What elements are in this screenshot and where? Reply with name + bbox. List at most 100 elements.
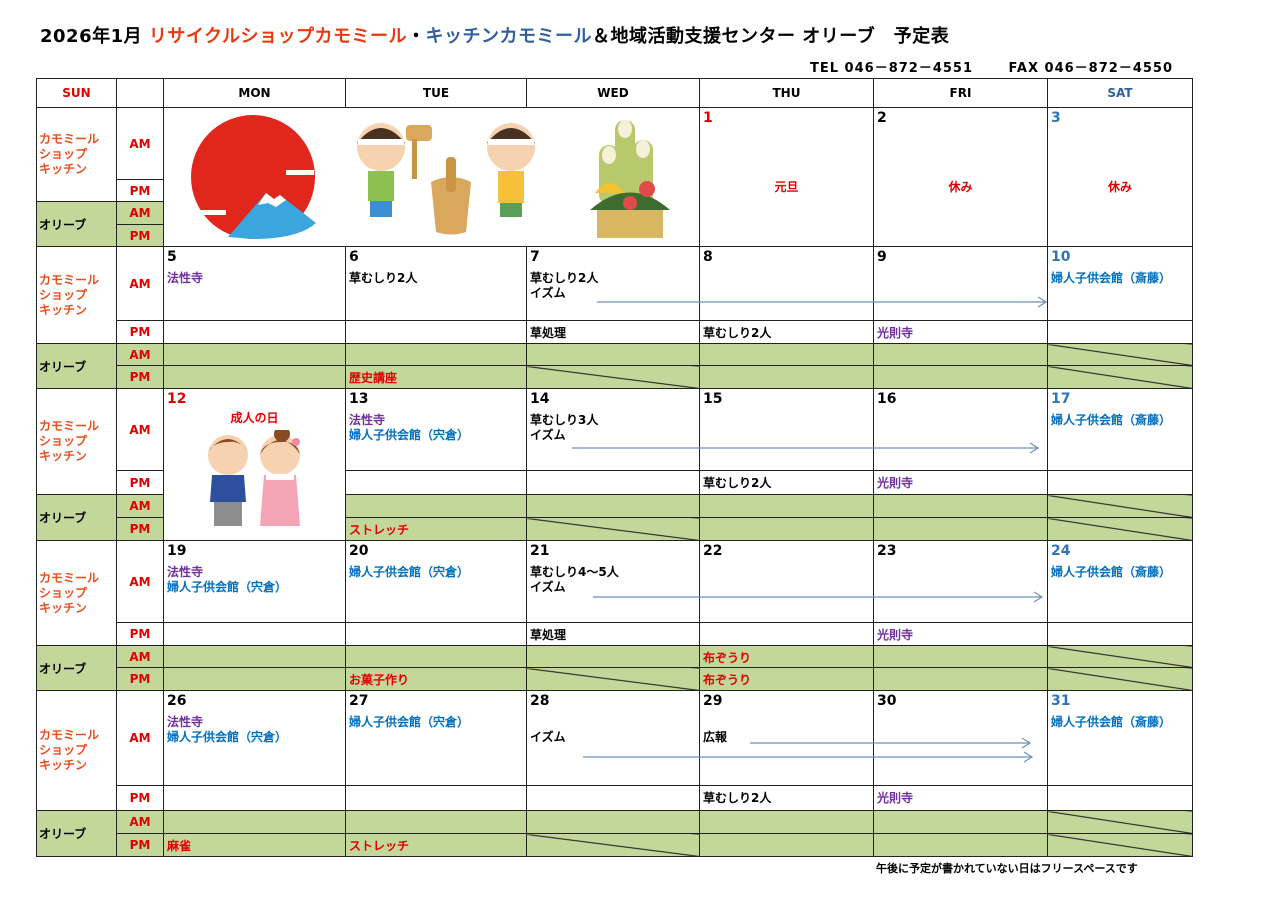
day-cell-22-pm: [699, 622, 874, 646]
event-text: イズム: [530, 286, 566, 300]
day-cell-15-am: 15: [699, 388, 874, 471]
row-label-line: カモミール: [39, 272, 100, 287]
event-text: 婦人子供会館（斎藤）: [1051, 715, 1172, 729]
week-2-row: オリーブ AM: [36, 343, 1193, 389]
day-cell-6-am: 6 草むしり2人: [345, 246, 527, 321]
day-cell-21-pm: 草処理: [526, 622, 700, 646]
day-cell-20-am: 20 婦人子供会館（宍倉）: [345, 540, 527, 623]
day-cell-20-pm: [345, 622, 527, 646]
olive-cell-21-pm: [526, 667, 700, 691]
title-suffix: ＆地域活動支援センター オリーブ 予定表: [592, 26, 950, 47]
week-3-row: カモミール ショップ キッチン AM 12 成人の日 13 法性寺 婦人子供会館（宍倉） 14 草む…: [36, 388, 1193, 541]
footnote: 午後に予定が書かれていない日はフリースペースです: [876, 862, 1138, 875]
olive-cell-6-pm: 歴史講座: [345, 365, 527, 389]
date-number: 12: [167, 391, 187, 407]
row-label-olive: オリーブ: [36, 494, 117, 541]
tel-number: TEL 046－872－4551: [810, 61, 974, 76]
day-cell-19-pm: [163, 622, 346, 646]
event-text: お菓子作り: [349, 673, 410, 687]
day-cell-24-am: 24 婦人子供会館（斎藤）: [1047, 540, 1193, 623]
day-cell-17-am: 17 婦人子供会館（斎藤）: [1047, 388, 1193, 471]
event-text: 草むしり2人: [703, 791, 772, 805]
am-label: AM: [116, 107, 164, 180]
event-text: 法性寺: [167, 271, 204, 285]
week-4-row: カモミール ショップ キッチン AM 19 法性寺 婦人子供会館（宍倉） 20 婦人子供会館（…: [36, 540, 1193, 646]
olive-cell-16-am: [873, 494, 1048, 518]
day-cell-7-pm: 草処理: [526, 320, 700, 344]
event-text: 婦人子供会館（宍倉）: [349, 715, 470, 729]
day-cell-23-pm: 光則寺: [873, 622, 1048, 646]
event-text: 婦人子供会館（宍倉）: [167, 730, 288, 744]
pm-label: PM: [116, 785, 164, 811]
day-cell-7-am: 7 草むしり2人 イズム: [526, 246, 700, 321]
pm-label: PM: [116, 320, 164, 344]
day-cell-28-am: 28 イズム: [526, 690, 700, 786]
olive-cell-7-am: [526, 343, 700, 366]
olive-cell-15-pm: [699, 517, 874, 541]
event-text: ストレッチ: [349, 839, 410, 853]
day-cell-9-am: 9: [873, 246, 1048, 321]
day-cell-21-am: 21 草むしり4～5人 イズム: [526, 540, 700, 623]
olive-cell-7-pm: [526, 365, 700, 389]
event-text: イズム: [530, 580, 566, 594]
week-1-row: PM: [37, 224, 1193, 247]
row-label-line: ショップ: [39, 434, 88, 448]
day-cell-12: 12 成人の日: [163, 388, 346, 541]
day-cell-30-pm: 光則寺: [873, 785, 1048, 811]
olive-am-label: AM: [116, 201, 164, 225]
olive-cell-15-am: [699, 494, 874, 518]
date-number: 21: [530, 543, 550, 559]
row-label-line: キッチン: [39, 449, 88, 463]
olive-pm-label: PM: [116, 365, 164, 389]
day-cell-22-am: 22: [699, 540, 874, 623]
day-cell-29-pm: 草むしり2人: [699, 785, 874, 811]
olive-cell-19-pm: [163, 667, 346, 691]
event-text: 草むしり3人: [530, 413, 599, 427]
event-text: 光則寺: [877, 628, 914, 642]
row-label-line: カモミール: [39, 570, 100, 585]
event-text: 歴史講座: [349, 371, 398, 385]
day-cell-17-pm: [1047, 470, 1193, 495]
olive-cell-20-pm: お菓子作り: [345, 667, 527, 691]
olive-cell-13-am: [345, 494, 527, 518]
row-label-line: キッチン: [39, 302, 88, 317]
day-cell-27-pm: [345, 785, 527, 811]
olive-pm-label: PM: [116, 667, 164, 691]
olive-cell-10-am: [1047, 343, 1193, 366]
event-text: [528, 715, 699, 730]
olive-am-label: AM: [116, 494, 164, 518]
day-cell-29-am: 29 広報: [699, 690, 874, 786]
date-number: 7: [530, 249, 540, 265]
olive-cell-26-am: [163, 810, 346, 834]
holiday-text: 休み: [948, 180, 973, 194]
olive-pm-label: PM: [116, 833, 164, 857]
day-cell-14-pm: [526, 470, 700, 495]
day-cell-8-am: 8: [699, 246, 874, 321]
row-label-olive: オリーブ: [36, 343, 117, 389]
row-label-line: ショップ: [39, 287, 88, 302]
day-cell-27-am: 27 婦人子供会館（宍倉）: [345, 690, 527, 786]
event-text: 光則寺: [877, 326, 914, 340]
event-text: 婦人子供会館（斎藤）: [1051, 413, 1172, 427]
am-label: AM: [116, 540, 164, 623]
olive-cell-19-am: [163, 645, 346, 668]
row-label-line: ショップ: [39, 147, 88, 161]
page-title: 2026年1月 リサイクルショップカモミール・キッチンカモミール＆地域活動支援セ…: [40, 22, 949, 48]
date-number: 22: [703, 543, 723, 559]
day-cell-5-pm: [163, 320, 346, 344]
event-text: イズム: [530, 428, 566, 442]
week-2-row: カモミール ショップ キッチン AM 5 法性寺 6 草むしり2人 7 草むしり2人 イズム 8 9 10…: [36, 246, 1193, 344]
am-label: AM: [116, 388, 164, 471]
am-label: AM: [116, 246, 164, 321]
olive-cell-22-am: 布ぞうり: [699, 645, 874, 668]
date-number: 9: [877, 249, 887, 265]
day-cell-9-pm: 光則寺: [873, 320, 1048, 344]
row-label-line: カモミール: [39, 419, 100, 433]
olive-cell-28-pm: [526, 833, 700, 857]
olive-cell-29-pm: [699, 833, 874, 857]
row-label-line: ショップ: [39, 743, 88, 757]
column-header-blank: [116, 78, 164, 108]
date-number: 24: [1051, 543, 1071, 559]
week-5-row: PM 麻雀 ストレッチ: [37, 833, 1193, 857]
event-text: ストレッチ: [349, 523, 410, 537]
